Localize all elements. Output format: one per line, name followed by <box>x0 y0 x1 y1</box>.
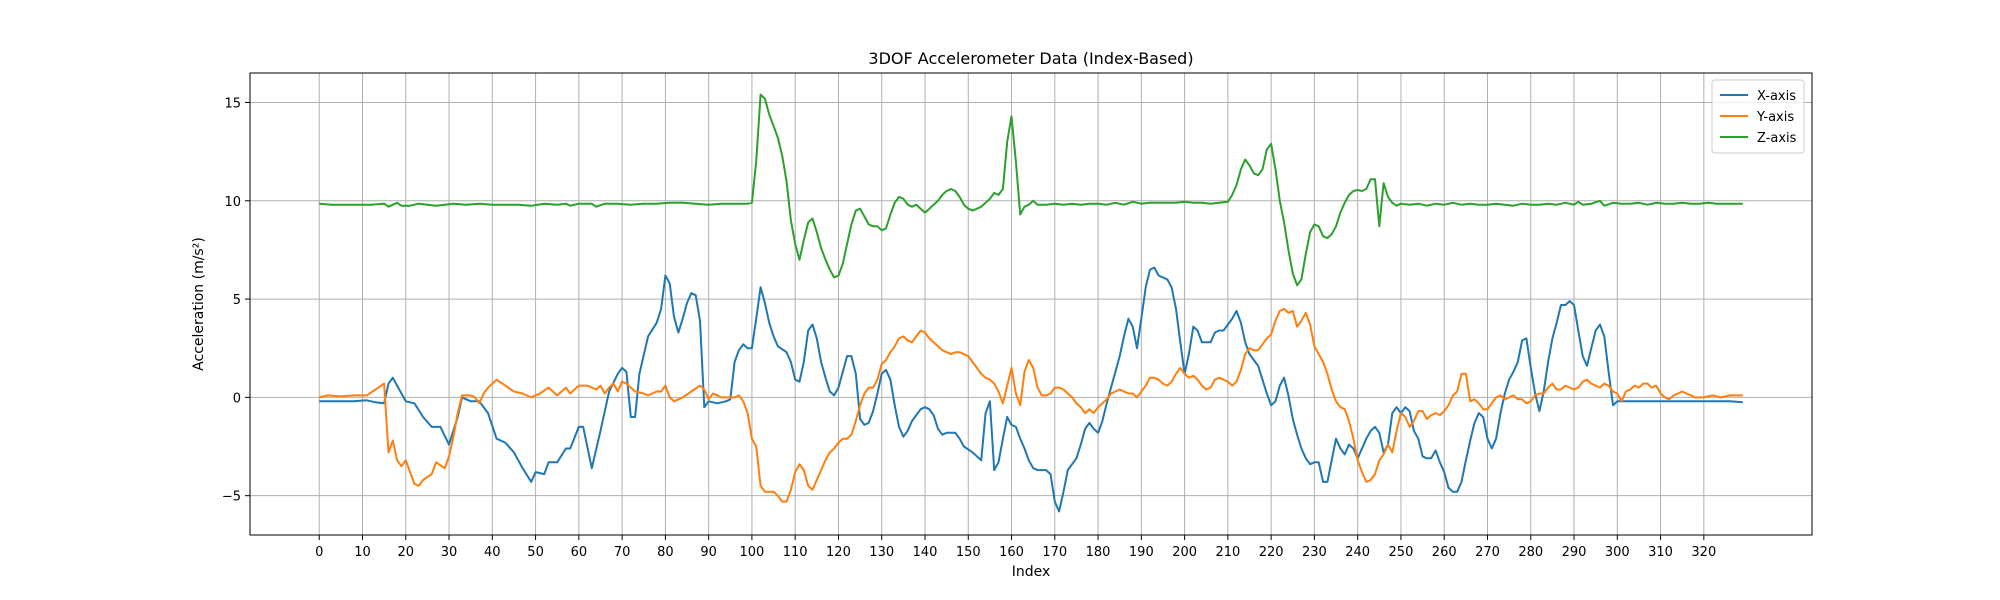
series-line-y-axis <box>318 307 1743 503</box>
x-tick-label: 270 <box>1475 545 1500 560</box>
x-tick-label: 180 <box>1086 545 1111 560</box>
x-tick-label: 10 <box>354 545 371 560</box>
x-tick-label: 320 <box>1691 545 1716 560</box>
x-tick-label: 80 <box>657 545 674 560</box>
x-tick-label: 210 <box>1215 545 1240 560</box>
x-tick-label: 150 <box>956 545 981 560</box>
x-tick-label: 70 <box>614 545 631 560</box>
x-axis-label: Index <box>1012 564 1051 580</box>
x-tick-label: 160 <box>999 545 1024 560</box>
y-tick-label: 15 <box>224 96 241 111</box>
legend-label: X-axis <box>1757 89 1796 104</box>
x-tick-label: 90 <box>700 545 717 560</box>
x-tick-label: 240 <box>1345 545 1370 560</box>
y-tick-label: 5 <box>233 293 241 308</box>
x-tick-label: 280 <box>1518 545 1543 560</box>
x-tick-label: 300 <box>1605 545 1630 560</box>
x-tick-label: 60 <box>571 545 588 560</box>
x-tick-label: 50 <box>527 545 544 560</box>
x-tick-label: 170 <box>1042 545 1067 560</box>
x-tick-label: 310 <box>1648 545 1673 560</box>
x-tick-label: 120 <box>826 545 851 560</box>
x-tick-label: 110 <box>783 545 808 560</box>
chart-title: 3DOF Accelerometer Data (Index-Based) <box>868 49 1193 68</box>
y-tick-label: 10 <box>224 195 241 210</box>
y-axis-label: Acceleration (m/s²) <box>191 237 207 371</box>
x-tick-label: 250 <box>1389 545 1414 560</box>
series-line-x-axis <box>319 266 1743 513</box>
x-tick-label: 190 <box>1129 545 1154 560</box>
x-tick-label: 130 <box>869 545 894 560</box>
series-line-z-axis <box>319 93 1743 287</box>
x-tick-label: 100 <box>740 545 765 560</box>
x-tick-label: 20 <box>397 545 414 560</box>
x-tick-label: 230 <box>1302 545 1327 560</box>
y-tick-label: −5 <box>222 490 241 505</box>
x-tick-label: 30 <box>441 545 458 560</box>
plot-frame <box>249 72 1813 536</box>
x-tick-label: 290 <box>1562 545 1587 560</box>
tick-layer: 0 10 20 30 40 50 60 70 80 90 100 110 120 130 140 150 160… <box>222 96 1716 560</box>
x-tick-label: 0 <box>315 545 323 560</box>
legend-label: Z-axis <box>1757 131 1797 146</box>
x-tick-label: 140 <box>913 545 938 560</box>
legend-label: Y-axis <box>1756 110 1794 125</box>
legend: X-axis Y-axis Z-axis <box>1711 79 1805 154</box>
x-tick-label: 260 <box>1432 545 1457 560</box>
x-tick-label: 220 <box>1259 545 1284 560</box>
grid-layer <box>250 73 1812 535</box>
legend-box <box>1711 79 1805 154</box>
series-layer <box>318 93 1743 513</box>
y-tick-label: 0 <box>233 391 241 406</box>
x-tick-label: 200 <box>1172 545 1197 560</box>
x-tick-label: 40 <box>484 545 501 560</box>
